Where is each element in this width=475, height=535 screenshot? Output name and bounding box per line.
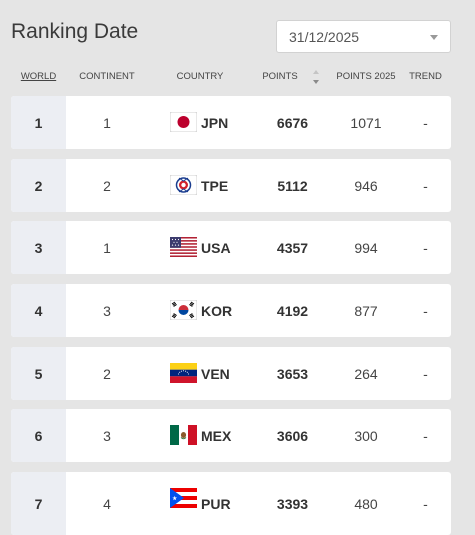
trend-value: -	[423, 177, 428, 194]
column-header-points-2025: POINTS 2025	[336, 71, 396, 82]
trend-value: -	[423, 365, 428, 382]
world-rank: 1	[11, 96, 66, 149]
trend-value: -	[423, 239, 428, 256]
continent-rank: 1	[103, 239, 111, 256]
continent-rank: 3	[103, 302, 111, 319]
chinese-taipei-flag-icon	[170, 175, 197, 195]
chevron-down-icon	[430, 35, 438, 40]
trend-value: -	[423, 302, 428, 319]
table-row[interactable]: 5 2 VEN 3653 264 -	[11, 347, 451, 400]
table-row[interactable]: 2 2 TPE 5112 946 -	[11, 159, 451, 212]
world-rank: 6	[11, 409, 66, 462]
country-code: PUR	[201, 495, 231, 512]
column-header-world[interactable]: WORLD	[20, 71, 57, 82]
country-code: KOR	[201, 302, 233, 319]
country-code: JPN	[201, 114, 229, 131]
continent-rank: 2	[103, 177, 111, 194]
points-2025-value: 480	[354, 495, 378, 512]
ranking-date-select[interactable]: 31/12/2025	[276, 20, 451, 53]
points-2025-value: 994	[354, 239, 378, 256]
trend-value: -	[423, 427, 428, 444]
continent-rank: 2	[103, 365, 111, 382]
table-row[interactable]: 3 1 USA 4357 994 -	[11, 221, 451, 274]
world-rank: 4	[11, 284, 66, 337]
continent-rank: 3	[103, 427, 111, 444]
table-row[interactable]: 7 4 PUR 3393 480 -	[11, 472, 451, 535]
column-header-country: COUNTRY	[176, 71, 224, 82]
points-2025-value: 300	[354, 427, 378, 444]
table-row[interactable]: 4 3 KOR 4192 877 -	[11, 284, 451, 337]
points-2025-value: 264	[354, 365, 378, 382]
points-value: 3393	[276, 495, 309, 512]
south-korea-flag-icon	[170, 300, 197, 320]
points-value: 3653	[276, 365, 309, 382]
column-header-continent: CONTINENT	[79, 71, 135, 82]
points-2025-value: 946	[354, 177, 378, 194]
page-title: Ranking Date	[11, 20, 139, 43]
country-code: USA	[201, 239, 231, 256]
country-code: TPE	[201, 177, 229, 194]
trend-value: -	[423, 114, 428, 131]
ranking-header: Ranking Date 31/12/2025	[0, 0, 475, 64]
table-row[interactable]: 1 1 JPN 6676 1071 -	[11, 96, 451, 149]
points-value: 5112	[277, 177, 308, 194]
points-value: 4192	[276, 302, 309, 319]
points-2025-value: 1071	[350, 114, 382, 131]
world-rank: 5	[11, 347, 66, 400]
mexico-flag-icon	[170, 425, 197, 445]
country-code: VEN	[201, 365, 230, 382]
column-header-trend: TREND	[409, 71, 442, 82]
column-header-points[interactable]: POINTS	[262, 71, 298, 82]
sort-icon[interactable]	[312, 68, 320, 86]
country-code: MEX	[201, 427, 232, 444]
usa-flag-icon	[170, 237, 197, 257]
points-value: 3606	[276, 427, 309, 444]
world-rank: 3	[11, 221, 66, 274]
venezuela-flag-icon	[170, 363, 197, 383]
world-rank: 7	[11, 472, 66, 535]
world-rank: 2	[11, 159, 66, 212]
points-value: 6676	[276, 114, 309, 131]
puerto-rico-flag-icon	[170, 488, 197, 508]
ranking-date-value: 31/12/2025	[289, 28, 360, 45]
continent-rank: 4	[103, 495, 111, 512]
trend-value: -	[423, 495, 428, 512]
table-row[interactable]: 6 3 MEX 3606 300 -	[11, 409, 451, 462]
points-2025-value: 877	[354, 302, 378, 319]
japan-flag-icon	[170, 112, 197, 132]
points-value: 4357	[276, 239, 309, 256]
continent-rank: 1	[103, 114, 111, 131]
